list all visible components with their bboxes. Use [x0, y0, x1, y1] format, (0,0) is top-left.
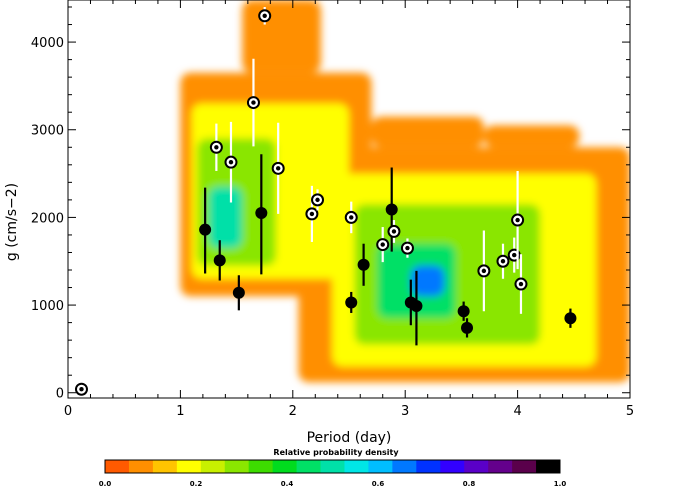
colorbar-swatch [416, 460, 441, 473]
density-blobs [180, 0, 630, 383]
data-point-filled [461, 321, 474, 334]
colorbar-tick-label: 0.4 [281, 480, 294, 488]
data-point-dot [500, 259, 506, 264]
data-point-dot [275, 166, 281, 171]
data-point-open [344, 210, 358, 224]
data-point-dot [518, 281, 524, 287]
data-point-open [477, 264, 491, 278]
data-point-open [224, 155, 238, 169]
data-point-filled [255, 207, 268, 220]
axes-layer: 0 1 2 3 4 5 0 1000 2000 3000 4000 [31, 0, 634, 419]
colorbar-swatch [320, 460, 345, 473]
colorbar-swatch [512, 460, 537, 473]
colorbar-swatch [440, 460, 465, 473]
data-point-dot [214, 145, 219, 150]
colorbar-swatch [128, 460, 154, 473]
y-axis-label: g (cm/s−2) [4, 183, 20, 261]
data-point-open [74, 382, 88, 396]
data-point-dot [380, 242, 385, 247]
colorbar-swatch [105, 460, 130, 473]
colorbar-tick-label: 1.0 [554, 480, 567, 488]
data-point-dot [349, 215, 354, 220]
data-point-filled [457, 305, 470, 318]
y-tick-label: 4000 [31, 36, 64, 51]
density-region [483, 125, 580, 148]
data-point-open [496, 254, 510, 268]
data-point-dot [481, 268, 487, 274]
data-points-layer [74, 7, 577, 396]
colorbar-tick-label: 0.8 [463, 480, 476, 488]
data-point-dot [405, 245, 410, 251]
colorbar-frame [104, 459, 561, 474]
density-region [208, 186, 243, 249]
data-point-filled [564, 312, 577, 325]
data-point-dot [262, 13, 267, 18]
data-point-dot [515, 217, 520, 223]
colorbar-swatch [392, 460, 417, 473]
density-region [371, 116, 484, 148]
colorbar-swatch [248, 460, 274, 473]
x-tick-label: 3 [401, 404, 409, 419]
x-tick-label: 2 [289, 404, 297, 419]
x-tick-label: 5 [626, 404, 634, 419]
data-point-filled [345, 296, 358, 309]
data-point-dot [309, 211, 315, 217]
colorbar-tick-label: 0.6 [372, 480, 385, 488]
data-point-dot [79, 387, 84, 392]
colorbar-tick-label: 0.2 [190, 480, 203, 488]
x-axis-label: Period (day) [307, 430, 392, 446]
y-tick-label: 1000 [31, 299, 64, 314]
data-point-open [387, 224, 401, 238]
data-point-open [376, 238, 390, 252]
plot-frame [67, 0, 631, 399]
data-point-filled [232, 286, 245, 299]
colorbar-title: Relative probability density [273, 448, 399, 457]
data-point-open [305, 207, 319, 221]
data-point-dot [228, 159, 234, 165]
colorbar-swatch [224, 460, 250, 473]
y-tick-label: 2000 [31, 211, 64, 226]
data-point-open [400, 241, 414, 255]
colorbar-tick-label: 0.0 [99, 480, 112, 488]
colorbar-swatch [296, 460, 322, 473]
data-point-open [514, 277, 528, 291]
x-tick-label: 1 [176, 404, 184, 419]
data-point-dot [315, 197, 320, 203]
data-point-filled [385, 203, 398, 216]
data-point-dot [391, 229, 397, 234]
data-point-open [271, 161, 285, 175]
colorbar: 0.0 0.2 0.4 0.6 0.8 1.0 [99, 459, 567, 488]
colorbar-swatch [488, 460, 513, 473]
colorbar-swatch [536, 460, 561, 473]
data-point-dot [251, 100, 256, 105]
data-point-dot [512, 252, 517, 258]
data-point-open [311, 193, 325, 207]
data-point-filled [357, 258, 370, 271]
data-point-open [246, 96, 260, 110]
data-point-open [209, 140, 223, 154]
colorbar-swatch [152, 460, 178, 473]
density-heatmap [180, 0, 630, 383]
colorbar-swatch [272, 460, 298, 473]
data-point-open [511, 213, 525, 227]
colorbar-swatch [176, 460, 202, 473]
x-tick-label: 0 [64, 404, 72, 419]
data-point-filled [410, 299, 423, 312]
x-tick-label: 4 [513, 404, 521, 419]
colorbar-swatch [368, 460, 393, 473]
y-tick-label: 0 [56, 387, 64, 402]
data-point-open [258, 9, 272, 23]
colorbar-swatch [464, 460, 489, 473]
data-point-filled [213, 254, 226, 267]
data-point-filled [199, 223, 212, 236]
y-tick-label: 3000 [31, 124, 64, 139]
density-region [410, 265, 445, 297]
colorbar-swatch [344, 460, 369, 473]
colorbar-swatch [200, 460, 226, 473]
